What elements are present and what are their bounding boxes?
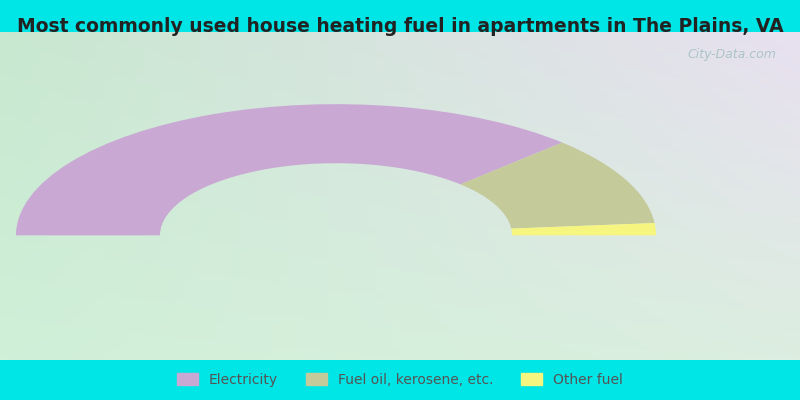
Wedge shape — [461, 142, 654, 228]
Text: City-Data.com: City-Data.com — [687, 48, 776, 62]
Text: Most commonly used house heating fuel in apartments in The Plains, VA: Most commonly used house heating fuel in… — [17, 17, 783, 36]
Wedge shape — [511, 223, 656, 235]
Wedge shape — [16, 104, 562, 235]
Legend: Electricity, Fuel oil, kerosene, etc., Other fuel: Electricity, Fuel oil, kerosene, etc., O… — [171, 368, 629, 392]
